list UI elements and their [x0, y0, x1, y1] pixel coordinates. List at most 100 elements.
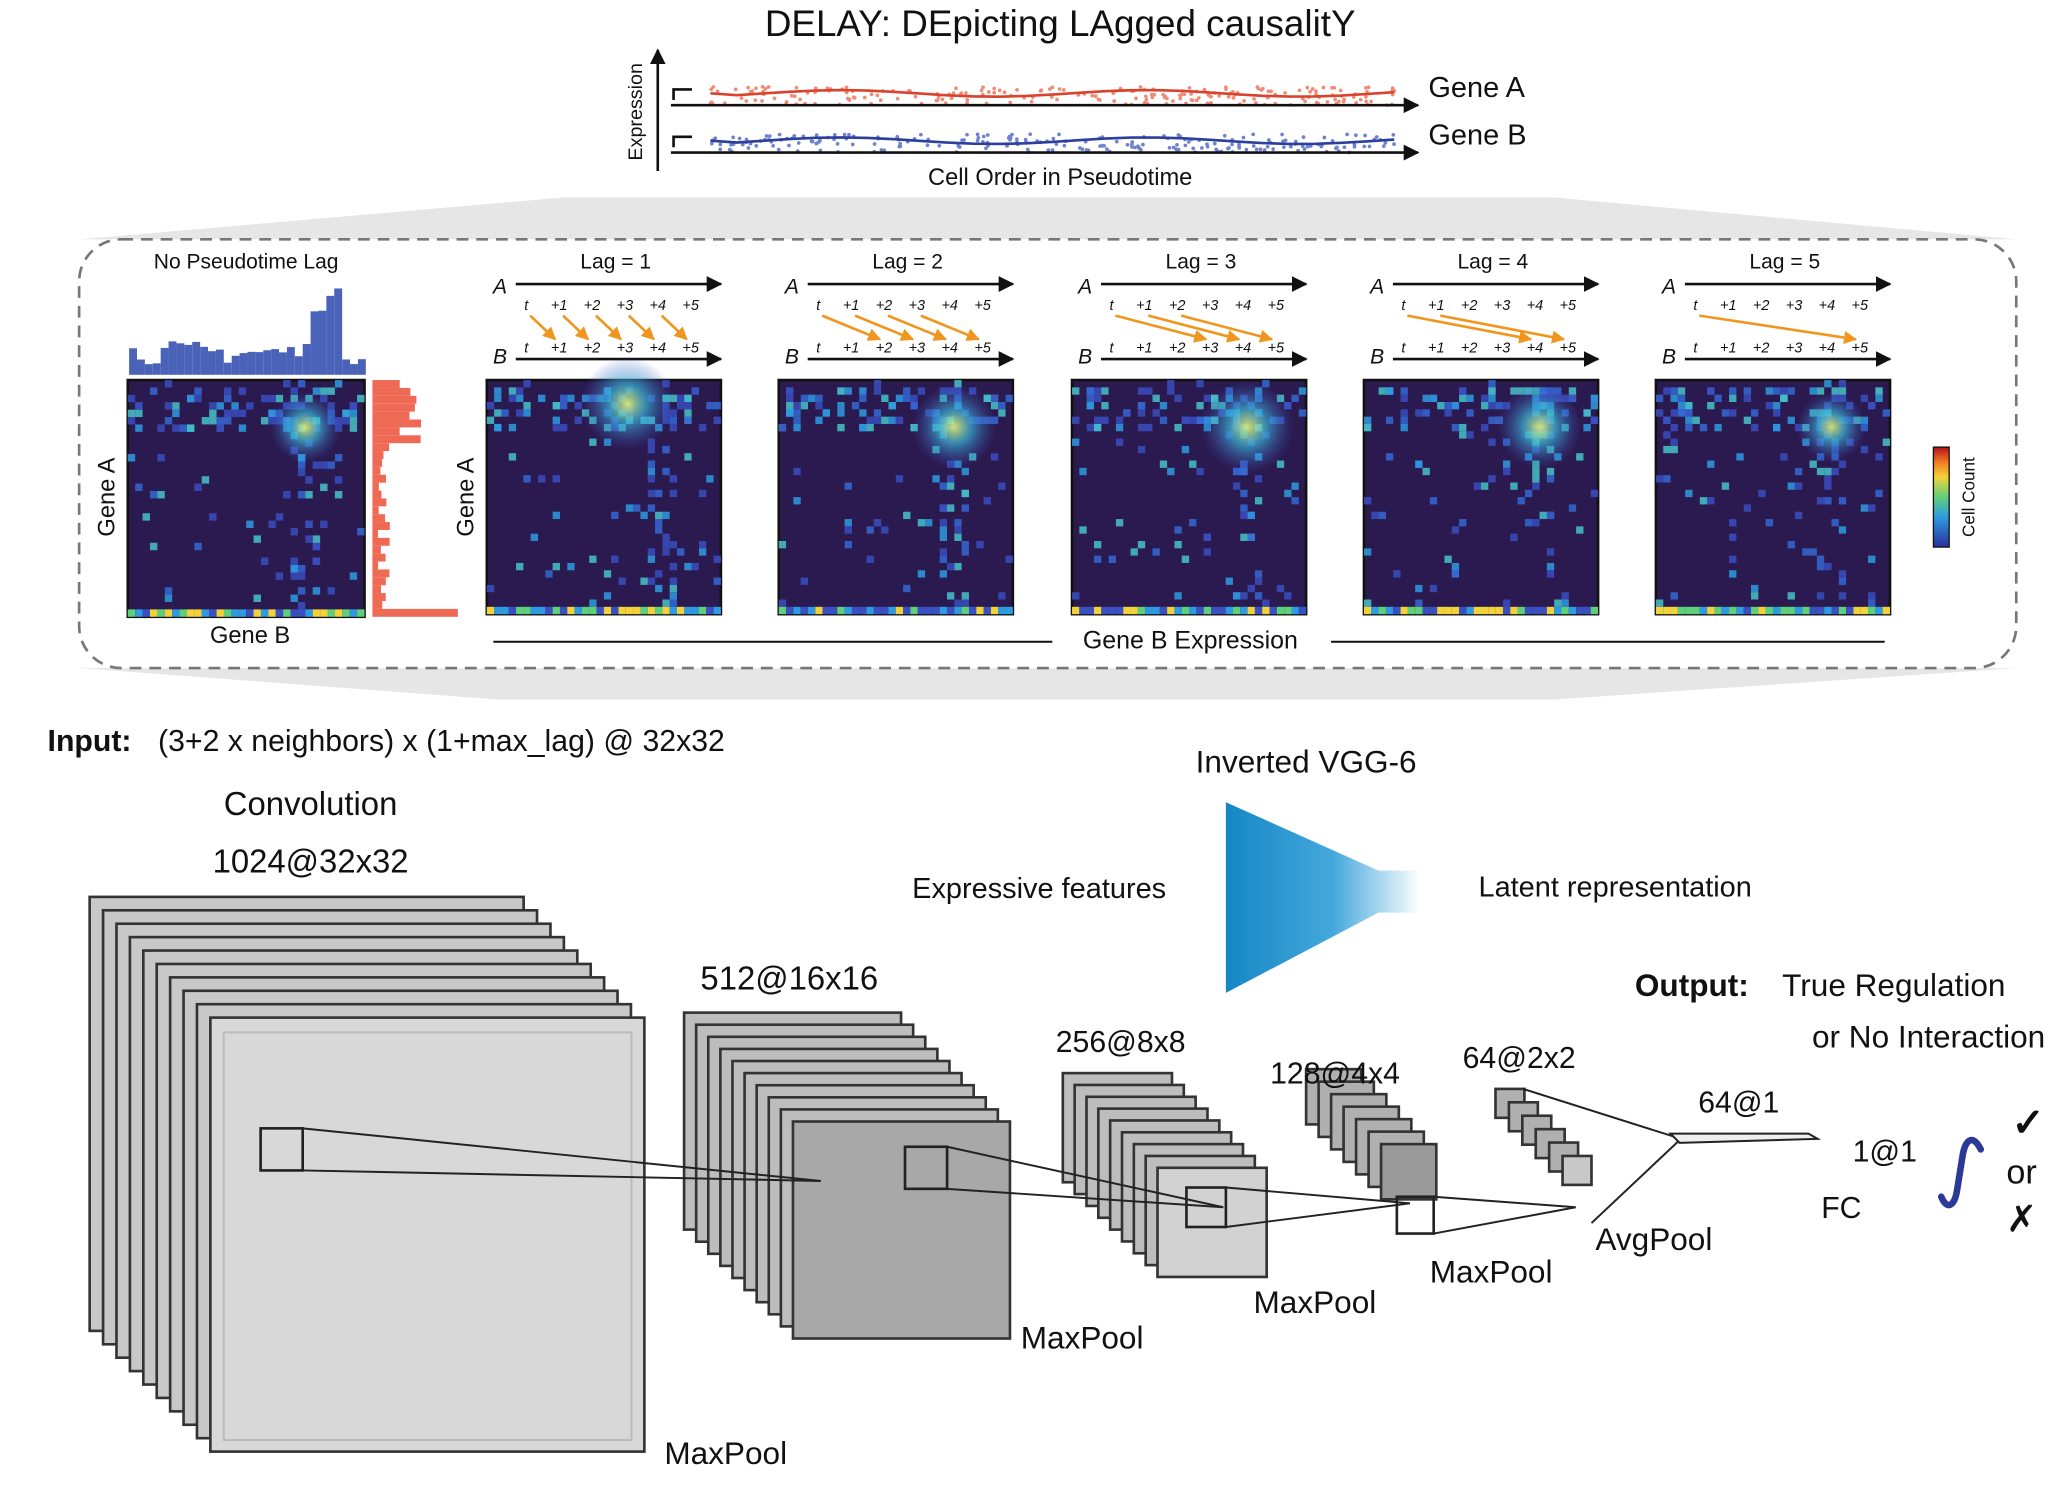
heat-cell	[1561, 592, 1569, 600]
heat-cell	[516, 606, 524, 615]
cell-dot	[1171, 99, 1175, 103]
heat-cell	[1751, 606, 1759, 615]
heat-cell	[961, 592, 969, 600]
time-label: +3	[909, 298, 925, 314]
cell-dot	[1025, 147, 1030, 152]
heat-cell	[1546, 606, 1555, 615]
heat-cell	[320, 483, 328, 492]
heat-cell	[698, 606, 707, 615]
time-label: +2	[1753, 298, 1769, 314]
heat-cell	[290, 594, 298, 602]
heat-cell	[486, 584, 495, 593]
heat-cell	[327, 387, 335, 395]
time-label: +3	[1202, 340, 1218, 356]
heat-cell	[164, 380, 173, 388]
heat-cell	[954, 599, 962, 607]
time-label: +2	[876, 340, 892, 356]
cell-dot	[1305, 85, 1310, 90]
cell-dot	[1200, 146, 1204, 150]
heat-cell	[662, 533, 670, 541]
heat-cell	[1765, 387, 1773, 395]
heat-cell	[1714, 423, 1722, 432]
heat-cell	[1240, 504, 1248, 512]
heat-cell	[1780, 606, 1788, 615]
cell-dot	[746, 85, 750, 90]
time-label: +3	[1202, 298, 1218, 314]
time-label: +1	[551, 298, 567, 314]
heat-cell	[1721, 606, 1730, 615]
heat-cell	[1203, 548, 1212, 556]
heat-cell	[1794, 511, 1803, 520]
histogram-bar	[372, 593, 386, 601]
heat-cell	[932, 475, 940, 483]
heat-cell	[1546, 570, 1555, 578]
heat-cell	[216, 417, 224, 425]
cell-dot	[1369, 99, 1373, 104]
connector	[302, 1127, 821, 1182]
heat-cell	[508, 606, 517, 615]
cell-dot	[1057, 132, 1061, 137]
cell-dot	[862, 95, 867, 100]
heat-cell	[530, 606, 539, 615]
heat-cell	[1816, 497, 1825, 505]
cell-dot	[1366, 85, 1371, 90]
heat-cell	[1189, 416, 1197, 424]
heat-cell	[1400, 416, 1408, 424]
connector	[1225, 1186, 1411, 1205]
histogram-bar	[357, 359, 366, 375]
heat-cell	[1816, 387, 1825, 395]
time-label: +3	[1786, 298, 1802, 314]
inner-frame	[222, 1031, 633, 1442]
heat-cell	[640, 511, 648, 520]
time-label: +4	[1527, 340, 1543, 356]
heat-cell	[800, 577, 809, 585]
cell-dot	[733, 87, 738, 92]
heat-cell	[1079, 467, 1087, 476]
heat-cell	[1692, 606, 1700, 615]
cell-dot	[985, 133, 990, 137]
heat-cell	[1765, 606, 1773, 615]
heat-cell	[1407, 606, 1416, 615]
funnel	[1225, 802, 1421, 993]
heat-cell	[1072, 387, 1080, 395]
heat-cell	[1576, 526, 1584, 534]
heat-cell	[1385, 453, 1394, 461]
lag-arrow	[1180, 314, 1274, 343]
heat-cell	[1809, 548, 1817, 556]
heat-cell	[655, 570, 663, 578]
lag-arrow	[1407, 314, 1533, 344]
heat-cell	[939, 482, 948, 490]
heat-cell	[1115, 606, 1124, 615]
cell-dot	[844, 90, 849, 95]
heat-cell	[209, 513, 217, 521]
heat-cell	[1488, 438, 1496, 446]
heat-cell	[223, 417, 232, 425]
heat-cell	[778, 423, 787, 432]
cell-dot	[1352, 145, 1357, 149]
heat-cell	[1086, 402, 1094, 410]
heat-cell	[1269, 606, 1277, 615]
lag-arrow	[1440, 314, 1566, 344]
cell-dot	[767, 134, 772, 138]
shade	[79, 668, 2017, 700]
panel-title: No Pseudotime Lag	[154, 251, 339, 274]
heat-cell	[990, 394, 999, 403]
heat-cell	[873, 416, 882, 424]
heat-cell	[947, 562, 955, 571]
heat-cell	[611, 606, 619, 615]
heat-cell	[552, 606, 560, 615]
heat-cell	[1510, 533, 1518, 541]
histogram-bar	[372, 443, 390, 452]
heat-cell	[1363, 497, 1372, 505]
histogram-bar	[136, 359, 145, 375]
heat-cell	[1115, 416, 1124, 424]
heat-cell	[793, 467, 801, 476]
cell-dot	[1319, 144, 1324, 149]
heat-cell	[1772, 387, 1781, 395]
cell-dot	[1321, 85, 1326, 90]
heat-cell	[1086, 423, 1094, 432]
cell-dot	[760, 99, 764, 103]
heat-cell	[1663, 387, 1671, 395]
heat-cell	[1524, 489, 1533, 498]
cell-dot	[1390, 92, 1395, 97]
